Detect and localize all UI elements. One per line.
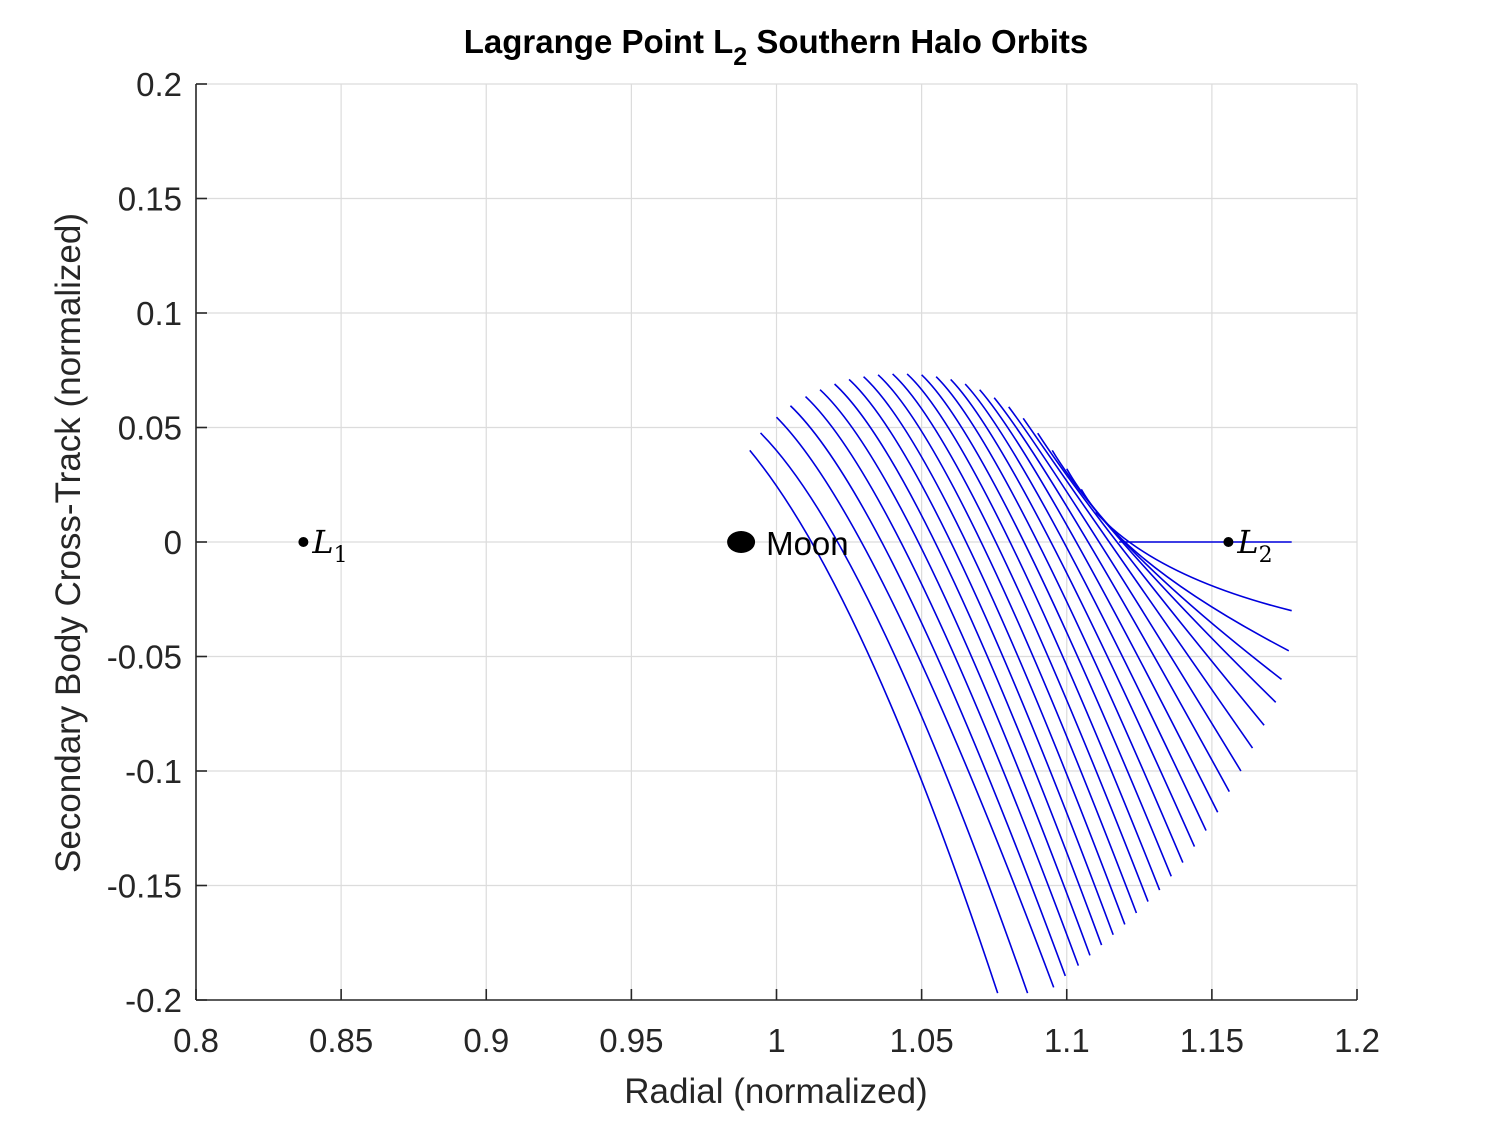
x-axis-label: Radial (normalized) [624,1072,927,1111]
tick-labels: 0.8 0.85 0.9 0.95 1 1.05 1.1 1.15 1.2 -0.2 -0.15 -0… [107,66,1380,1059]
lagrange-point-marker [298,537,309,547]
axes [195,83,1358,1001]
orbit-curve [906,373,1161,891]
moon-marker [727,531,756,553]
orbit-curve [964,383,1207,831]
orbit-curve [759,432,1029,994]
lagrange-point-label: L2 [1236,523,1272,568]
moon-label: Moon [766,525,849,562]
orbit-curve [1080,488,1290,652]
x-tick-label: 1.15 [1180,1022,1244,1059]
y-tick-label: -0.1 [125,753,182,790]
orbit-curve [789,405,1067,977]
orbit-curve [950,378,1196,847]
orbit-curve [775,416,1055,988]
y-tick-label: 0 [164,524,182,561]
chart-title: Lagrange Point L2 Southern Halo Orbits [464,23,1088,71]
lagrange-point-label: L1 [311,523,347,568]
orbit-curve [834,383,1103,946]
x-tick-label: 1.05 [890,1022,954,1059]
title-rest: Southern Halo Orbits [747,23,1088,60]
orbit-curve [1008,406,1242,772]
orbit-curve [863,376,1126,925]
orbit-curve [1051,449,1277,703]
title-main: Lagrange Point L [464,23,734,60]
y-tick-label: 0.15 [118,181,182,218]
y-tick-label: 0.1 [136,295,182,332]
orbit-curve [877,374,1138,914]
orbit-curve [892,373,1149,902]
orbit-curve [1037,432,1265,726]
x-tick-label: 0.95 [599,1022,663,1059]
orbit-curve [921,374,1172,877]
x-tick-label: 1.2 [1334,1022,1380,1059]
x-tick-label: 0.8 [173,1022,219,1059]
orbit-curve [1066,468,1283,681]
y-tick-label: -0.15 [107,868,182,905]
x-tick-label: 1 [767,1022,785,1059]
orbit-lines [749,373,1292,994]
x-tick-label: 1.1 [1044,1022,1090,1059]
y-tick-label: 0.05 [118,410,182,447]
orbit-curve [1095,511,1292,612]
orbit-curve [979,389,1219,813]
y-tick-label: 0.2 [136,66,182,103]
orbit-curve [819,389,1091,956]
orbit-curve [848,378,1114,936]
y-tick-label: -0.05 [107,639,182,676]
grid-lines [196,83,1358,1000]
x-tick-label: 0.9 [463,1022,509,1059]
orbit-curve [804,396,1080,966]
y-axis-label: Secondary Body Cross-Track (normalized) [49,213,88,873]
orbit-curve [993,397,1230,792]
title-subscript: 2 [733,43,747,71]
orbit-curve [749,449,999,994]
x-tick-label: 0.85 [309,1022,373,1059]
markers: L1 L2 Moon [298,523,1273,568]
orbit-curve [935,376,1184,863]
y-tick-label: -0.2 [125,982,182,1019]
orbit-curve [1022,417,1254,749]
lagrange-point-marker [1223,537,1234,547]
